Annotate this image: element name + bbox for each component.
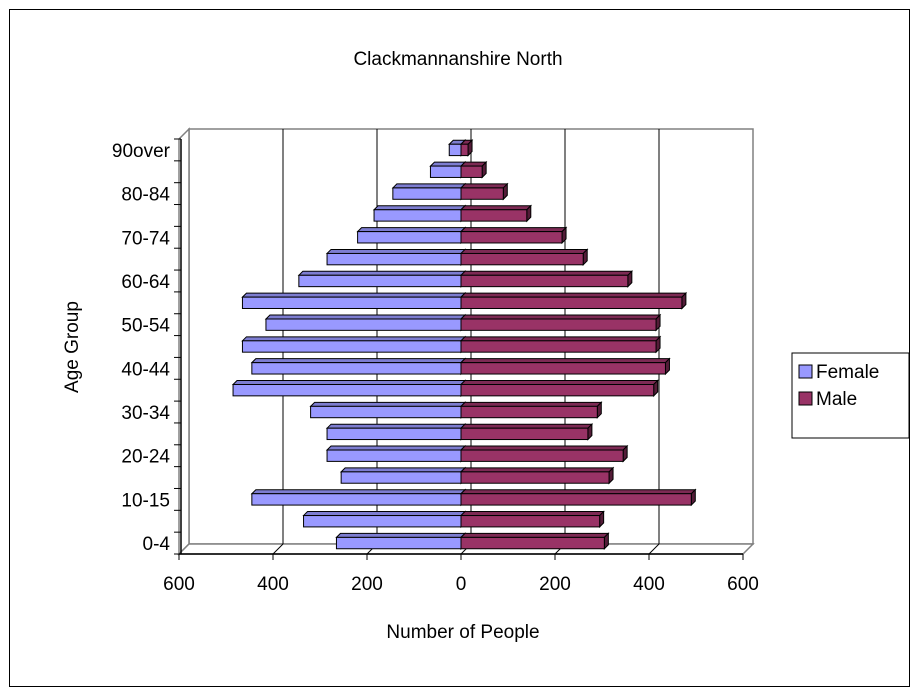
female-bar <box>264 313 467 332</box>
y-tick-label: 0-4 <box>143 534 171 555</box>
female-bar <box>241 291 467 310</box>
x-tick-label: 0 <box>456 574 467 595</box>
female-bar <box>325 248 467 267</box>
female-bar <box>297 270 467 288</box>
x-tick-label: 600 <box>727 574 759 595</box>
male-bar <box>459 270 634 288</box>
male-bar <box>459 510 605 529</box>
gridline-floor <box>272 543 284 555</box>
y-tick-label: 50-54 <box>121 316 170 337</box>
y-tick-label: 90over <box>112 141 171 162</box>
female-bar <box>302 510 467 529</box>
legend-label-female: Female <box>816 362 879 383</box>
chart-title: Clackmannanshire North <box>353 49 562 70</box>
legend-swatch-female <box>798 364 813 379</box>
x-tick-label: 200 <box>539 574 571 595</box>
x-tick-label: 600 <box>163 574 195 595</box>
y-tick-label: 70-74 <box>121 228 170 249</box>
legend-label-male: Male <box>816 389 857 410</box>
male-bar <box>459 444 629 463</box>
male-bar <box>459 466 615 485</box>
legend-swatch-male <box>798 391 813 406</box>
male-bar <box>459 204 533 223</box>
female-bar <box>335 532 467 550</box>
y-tick-label: 40-44 <box>121 359 170 380</box>
male-bar <box>459 182 509 201</box>
bars <box>231 139 697 550</box>
female-bar <box>250 357 467 376</box>
male-bar <box>459 313 662 332</box>
y-tick-label: 60-64 <box>121 272 170 293</box>
male-bar <box>459 335 662 354</box>
gridline-floor <box>648 543 660 555</box>
tick-labels: 600 400 200 0 200 400 600 0-4 10-15 20-24 30-34 40-… <box>112 141 759 595</box>
female-bar <box>325 444 467 463</box>
chart: 600 400 200 0 200 400 600 0-4 10-15 20-24 30-34 40-… <box>62 49 910 643</box>
x-tick-label: 400 <box>257 574 289 595</box>
female-bar <box>391 182 467 201</box>
male-bar <box>459 160 488 179</box>
male-bar <box>459 357 671 376</box>
x-tick-label: 400 <box>633 574 665 595</box>
female-bar <box>339 466 467 485</box>
y-axis-title: Age Group <box>62 301 83 393</box>
legend: Female Male <box>791 352 910 439</box>
y-tick-label: 80-84 <box>121 185 170 206</box>
female-bar <box>325 422 467 441</box>
x-tick-label: 200 <box>351 574 383 595</box>
axes <box>174 138 744 560</box>
female-bar <box>231 379 467 398</box>
female-bar <box>429 160 467 179</box>
male-bar <box>459 248 589 267</box>
male-bar <box>459 226 568 245</box>
female-bar <box>356 226 467 245</box>
male-bar <box>459 139 474 157</box>
male-bar <box>459 291 688 310</box>
male-bar <box>459 422 594 441</box>
y-tick-label: 10-15 <box>121 490 170 511</box>
male-bar <box>459 532 610 550</box>
male-bar <box>459 488 697 507</box>
female-bar <box>309 401 467 419</box>
female-bar <box>372 204 467 223</box>
female-bar <box>250 488 467 507</box>
x-axis-title: Number of People <box>386 622 539 643</box>
male-bar <box>459 401 603 419</box>
male-bar <box>459 379 659 398</box>
y-tick-label: 20-24 <box>121 447 170 468</box>
female-bar <box>241 335 467 354</box>
y-tick-label: 30-34 <box>121 403 170 424</box>
chart-frame: 600 400 200 0 200 400 600 0-4 10-15 20-24 30-34 40-… <box>9 9 910 687</box>
